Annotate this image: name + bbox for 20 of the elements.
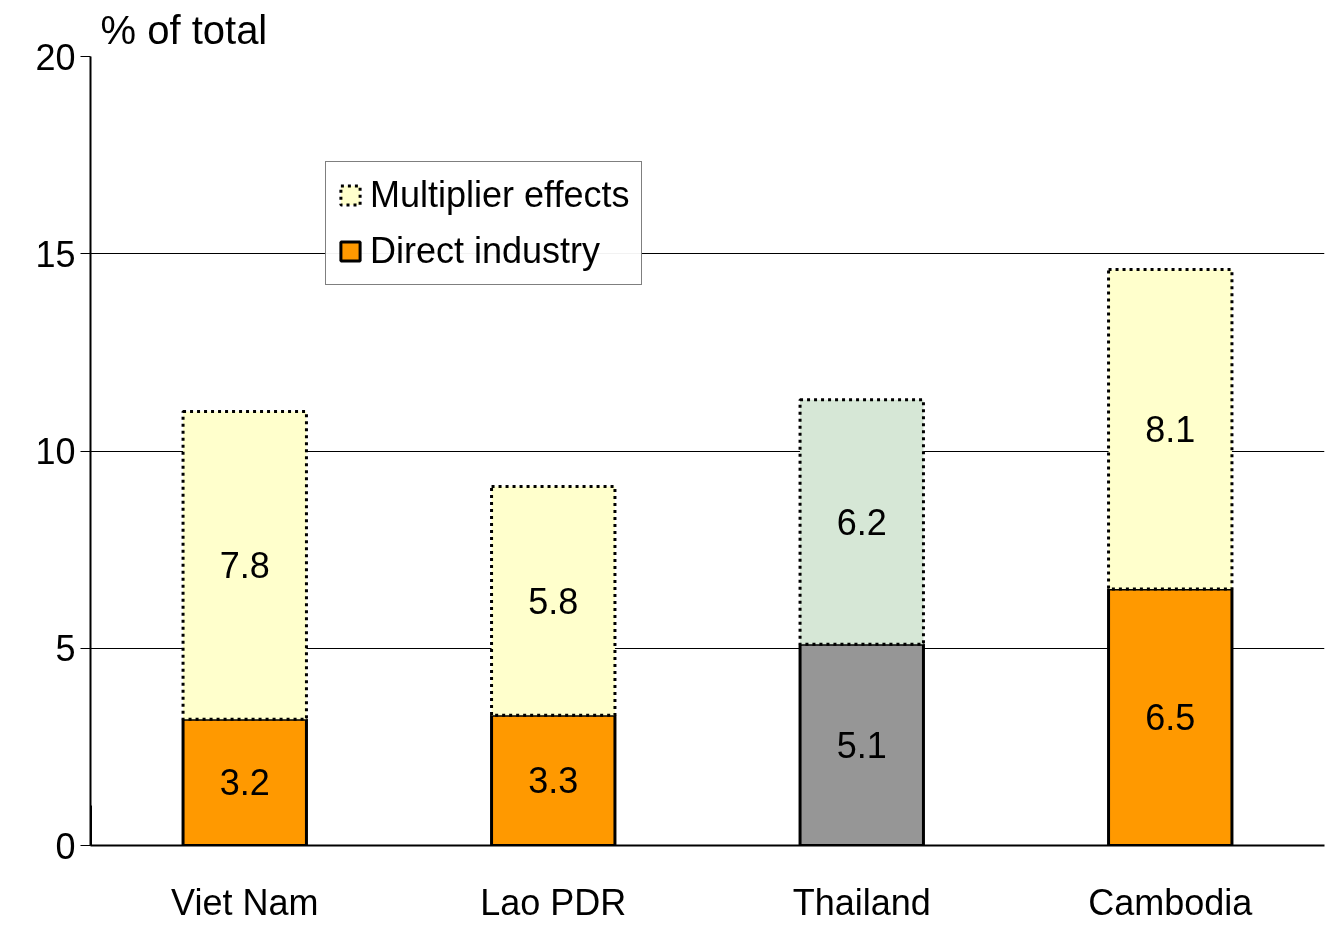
- data-label: 3.3: [528, 760, 579, 802]
- data-label: 5.8: [528, 580, 579, 622]
- y-tick-label: 10: [35, 431, 76, 472]
- y-tick-label: 5: [55, 628, 76, 670]
- data-label: 6.5: [1145, 697, 1196, 739]
- legend-label: Direct industry: [370, 230, 601, 272]
- y-tick-label: 20: [35, 36, 76, 78]
- data-label: 8.1: [1145, 409, 1196, 451]
- data-label: 7.8: [219, 545, 270, 587]
- y-axis-title: % of total: [100, 7, 268, 52]
- x-tick-label: Thailand: [792, 881, 931, 923]
- x-tick-label: Viet Nam: [171, 881, 319, 923]
- y-tick-label: 15: [35, 233, 76, 275]
- x-tick-label: Cambodia: [1088, 881, 1254, 923]
- data-label: 3.2: [219, 762, 270, 804]
- data-label: 6.2: [836, 502, 887, 544]
- legend-label: Multiplier effects: [370, 174, 630, 216]
- data-label: 5.1: [836, 724, 887, 766]
- x-tick-label: Lao PDR: [480, 881, 627, 923]
- y-tick-label: 0: [55, 825, 76, 867]
